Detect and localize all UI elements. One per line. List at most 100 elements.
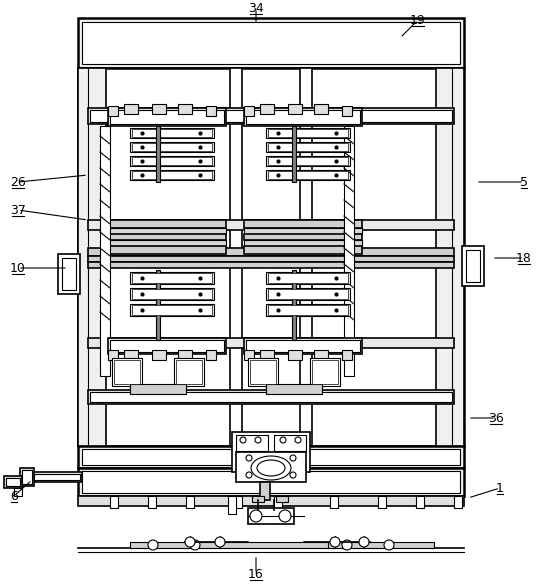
Bar — [244, 234, 362, 240]
Text: 5: 5 — [520, 176, 528, 188]
Bar — [292, 126, 296, 182]
Bar — [234, 496, 242, 508]
Bar — [130, 288, 214, 300]
Circle shape — [290, 472, 296, 478]
Bar — [112, 358, 142, 386]
Bar — [230, 68, 242, 446]
Bar — [20, 468, 34, 486]
Circle shape — [280, 437, 286, 443]
Circle shape — [330, 537, 340, 547]
Bar — [78, 18, 464, 68]
Bar — [108, 106, 118, 116]
Circle shape — [246, 455, 252, 461]
Bar — [266, 142, 350, 152]
Bar — [78, 68, 106, 446]
Bar — [244, 246, 362, 254]
Text: 37: 37 — [10, 204, 26, 217]
Bar — [266, 156, 350, 166]
Circle shape — [342, 540, 352, 550]
Bar — [274, 496, 282, 514]
Bar — [244, 338, 362, 354]
Bar — [90, 110, 452, 122]
Bar — [244, 220, 362, 228]
Bar — [266, 288, 350, 300]
Bar — [260, 350, 274, 360]
Circle shape — [215, 537, 225, 547]
Bar — [100, 126, 110, 376]
Bar — [244, 240, 362, 246]
Bar — [108, 234, 226, 240]
Bar — [132, 273, 212, 283]
Bar — [310, 358, 340, 386]
Bar — [266, 384, 322, 394]
Bar — [130, 384, 186, 394]
Circle shape — [148, 540, 158, 550]
Text: 6: 6 — [10, 490, 18, 502]
Bar — [268, 273, 348, 283]
Bar — [246, 110, 360, 124]
Bar — [248, 508, 294, 524]
Bar — [178, 350, 192, 360]
Bar — [260, 482, 270, 500]
Bar — [62, 258, 76, 290]
Bar — [130, 542, 334, 548]
Bar — [268, 171, 348, 179]
Bar — [228, 496, 236, 514]
Bar — [416, 496, 424, 508]
Bar — [88, 390, 454, 404]
Text: 36: 36 — [488, 411, 504, 424]
Bar — [88, 256, 454, 262]
Bar — [312, 360, 338, 384]
Bar — [232, 432, 310, 472]
Bar — [110, 340, 224, 352]
Bar — [328, 542, 434, 548]
Text: 18: 18 — [516, 251, 532, 265]
Bar — [88, 248, 454, 256]
Bar — [148, 496, 156, 508]
Bar — [266, 304, 350, 316]
Bar — [244, 106, 254, 116]
Text: 26: 26 — [10, 176, 26, 188]
Text: 16: 16 — [248, 568, 264, 581]
Bar — [206, 350, 216, 360]
Bar — [466, 250, 480, 282]
Bar — [78, 468, 464, 496]
Bar — [244, 228, 362, 234]
Bar — [124, 350, 138, 360]
Bar — [22, 470, 32, 484]
Bar — [342, 350, 352, 360]
Bar — [90, 392, 452, 402]
Bar — [130, 142, 214, 152]
Bar — [156, 270, 160, 340]
Circle shape — [359, 537, 369, 547]
Bar — [268, 289, 348, 299]
Bar — [78, 496, 464, 506]
Bar — [14, 488, 22, 496]
Circle shape — [279, 510, 291, 522]
Bar — [250, 360, 276, 384]
Ellipse shape — [251, 456, 291, 480]
Bar — [342, 106, 352, 116]
Bar — [288, 104, 302, 114]
Bar — [132, 305, 212, 315]
Bar — [4, 476, 22, 488]
Bar — [108, 246, 226, 254]
Circle shape — [240, 437, 246, 443]
Bar — [110, 496, 118, 508]
Bar — [108, 228, 226, 234]
Bar — [206, 106, 216, 116]
Text: 1: 1 — [496, 481, 504, 494]
Bar — [244, 108, 362, 126]
Circle shape — [255, 437, 261, 443]
Bar — [132, 143, 212, 151]
Bar — [130, 272, 214, 284]
Bar — [178, 104, 192, 114]
Bar — [314, 350, 328, 360]
Bar — [88, 220, 454, 230]
Circle shape — [384, 540, 394, 550]
Bar — [130, 304, 214, 316]
Circle shape — [290, 455, 296, 461]
Bar — [462, 246, 484, 286]
Bar — [236, 452, 306, 482]
Bar — [288, 350, 302, 360]
